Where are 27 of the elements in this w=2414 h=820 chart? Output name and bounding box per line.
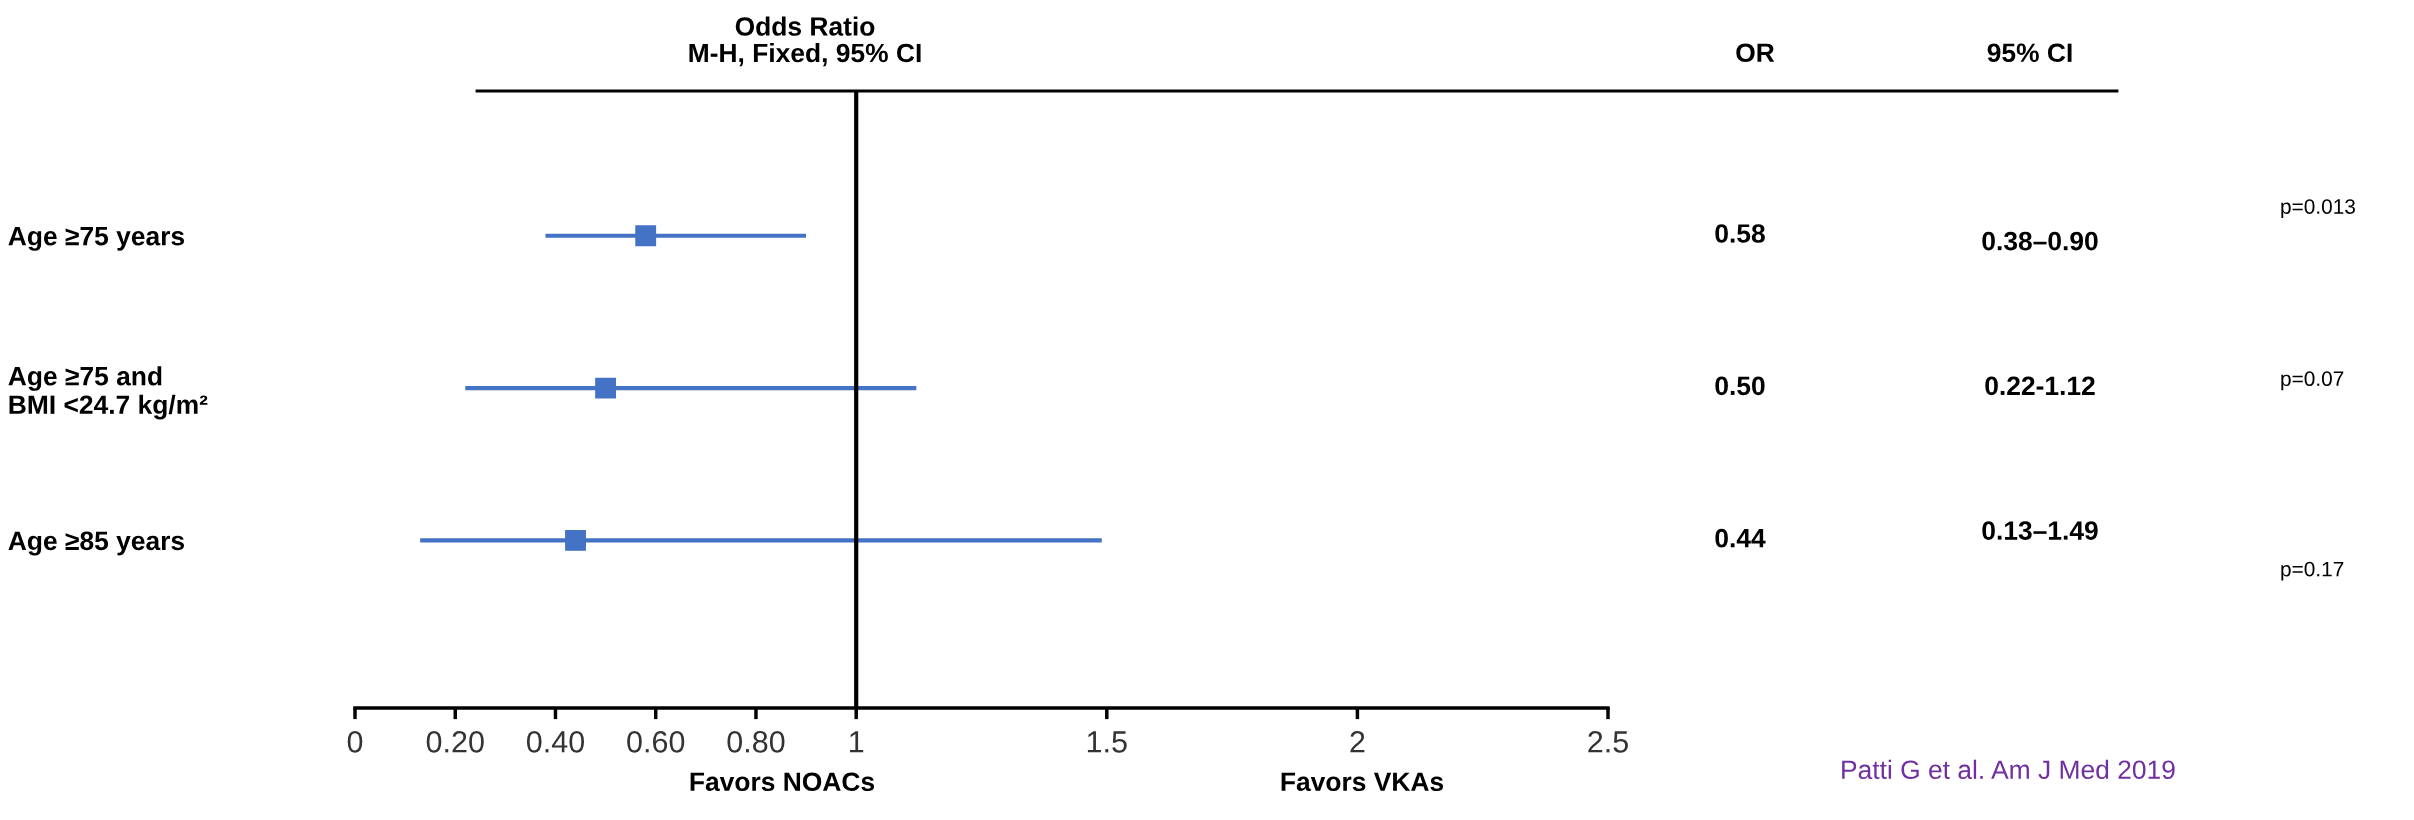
text: 0.13–1.49: [1982, 521, 2098, 540]
text: Favors NOACs: [690, 772, 875, 792]
x-tick-label: 2: [1350, 731, 1365, 753]
text: OR: [1736, 43, 1775, 63]
x-tick-label: 2.5: [1588, 731, 1628, 753]
x-tick-label: 0: [347, 731, 363, 753]
data-label: 0.50: [1715, 376, 1765, 396]
x-tick-label: 1.5: [1087, 731, 1127, 753]
text: p=0.07: [2281, 371, 2344, 391]
x-tick-label: 0.60: [627, 731, 685, 753]
text: 95% CI: [1987, 43, 2072, 63]
text: p=0.013: [2281, 199, 2355, 219]
y-tick-label: Age ≥75 and BMI <24.7 kg/m²: [8, 366, 208, 420]
text: 0.38–0.90: [1982, 231, 2098, 251]
x-tick-label: 1: [850, 731, 864, 753]
text: Favors VKAs: [1281, 772, 1444, 792]
x-tick-label: 0.80: [727, 731, 785, 753]
x-tick-label: 0.40: [526, 731, 585, 753]
y-tick-label: Age ≥85 years: [8, 531, 185, 556]
text: p=0.17: [2281, 561, 2344, 581]
text: Patti G et al. Am J Med 2019: [1842, 759, 2175, 780]
y-tick-label: Age ≥75 years: [8, 227, 185, 251]
text: 0.22-1.12: [1985, 376, 2095, 396]
chart-title: Odds Ratio M-H, Fixed, 95% CI: [689, 16, 921, 67]
data-label: 0.44: [1715, 528, 1766, 548]
x-tick-label: 0.20: [426, 731, 484, 753]
data-label: 0.58: [1715, 224, 1765, 243]
